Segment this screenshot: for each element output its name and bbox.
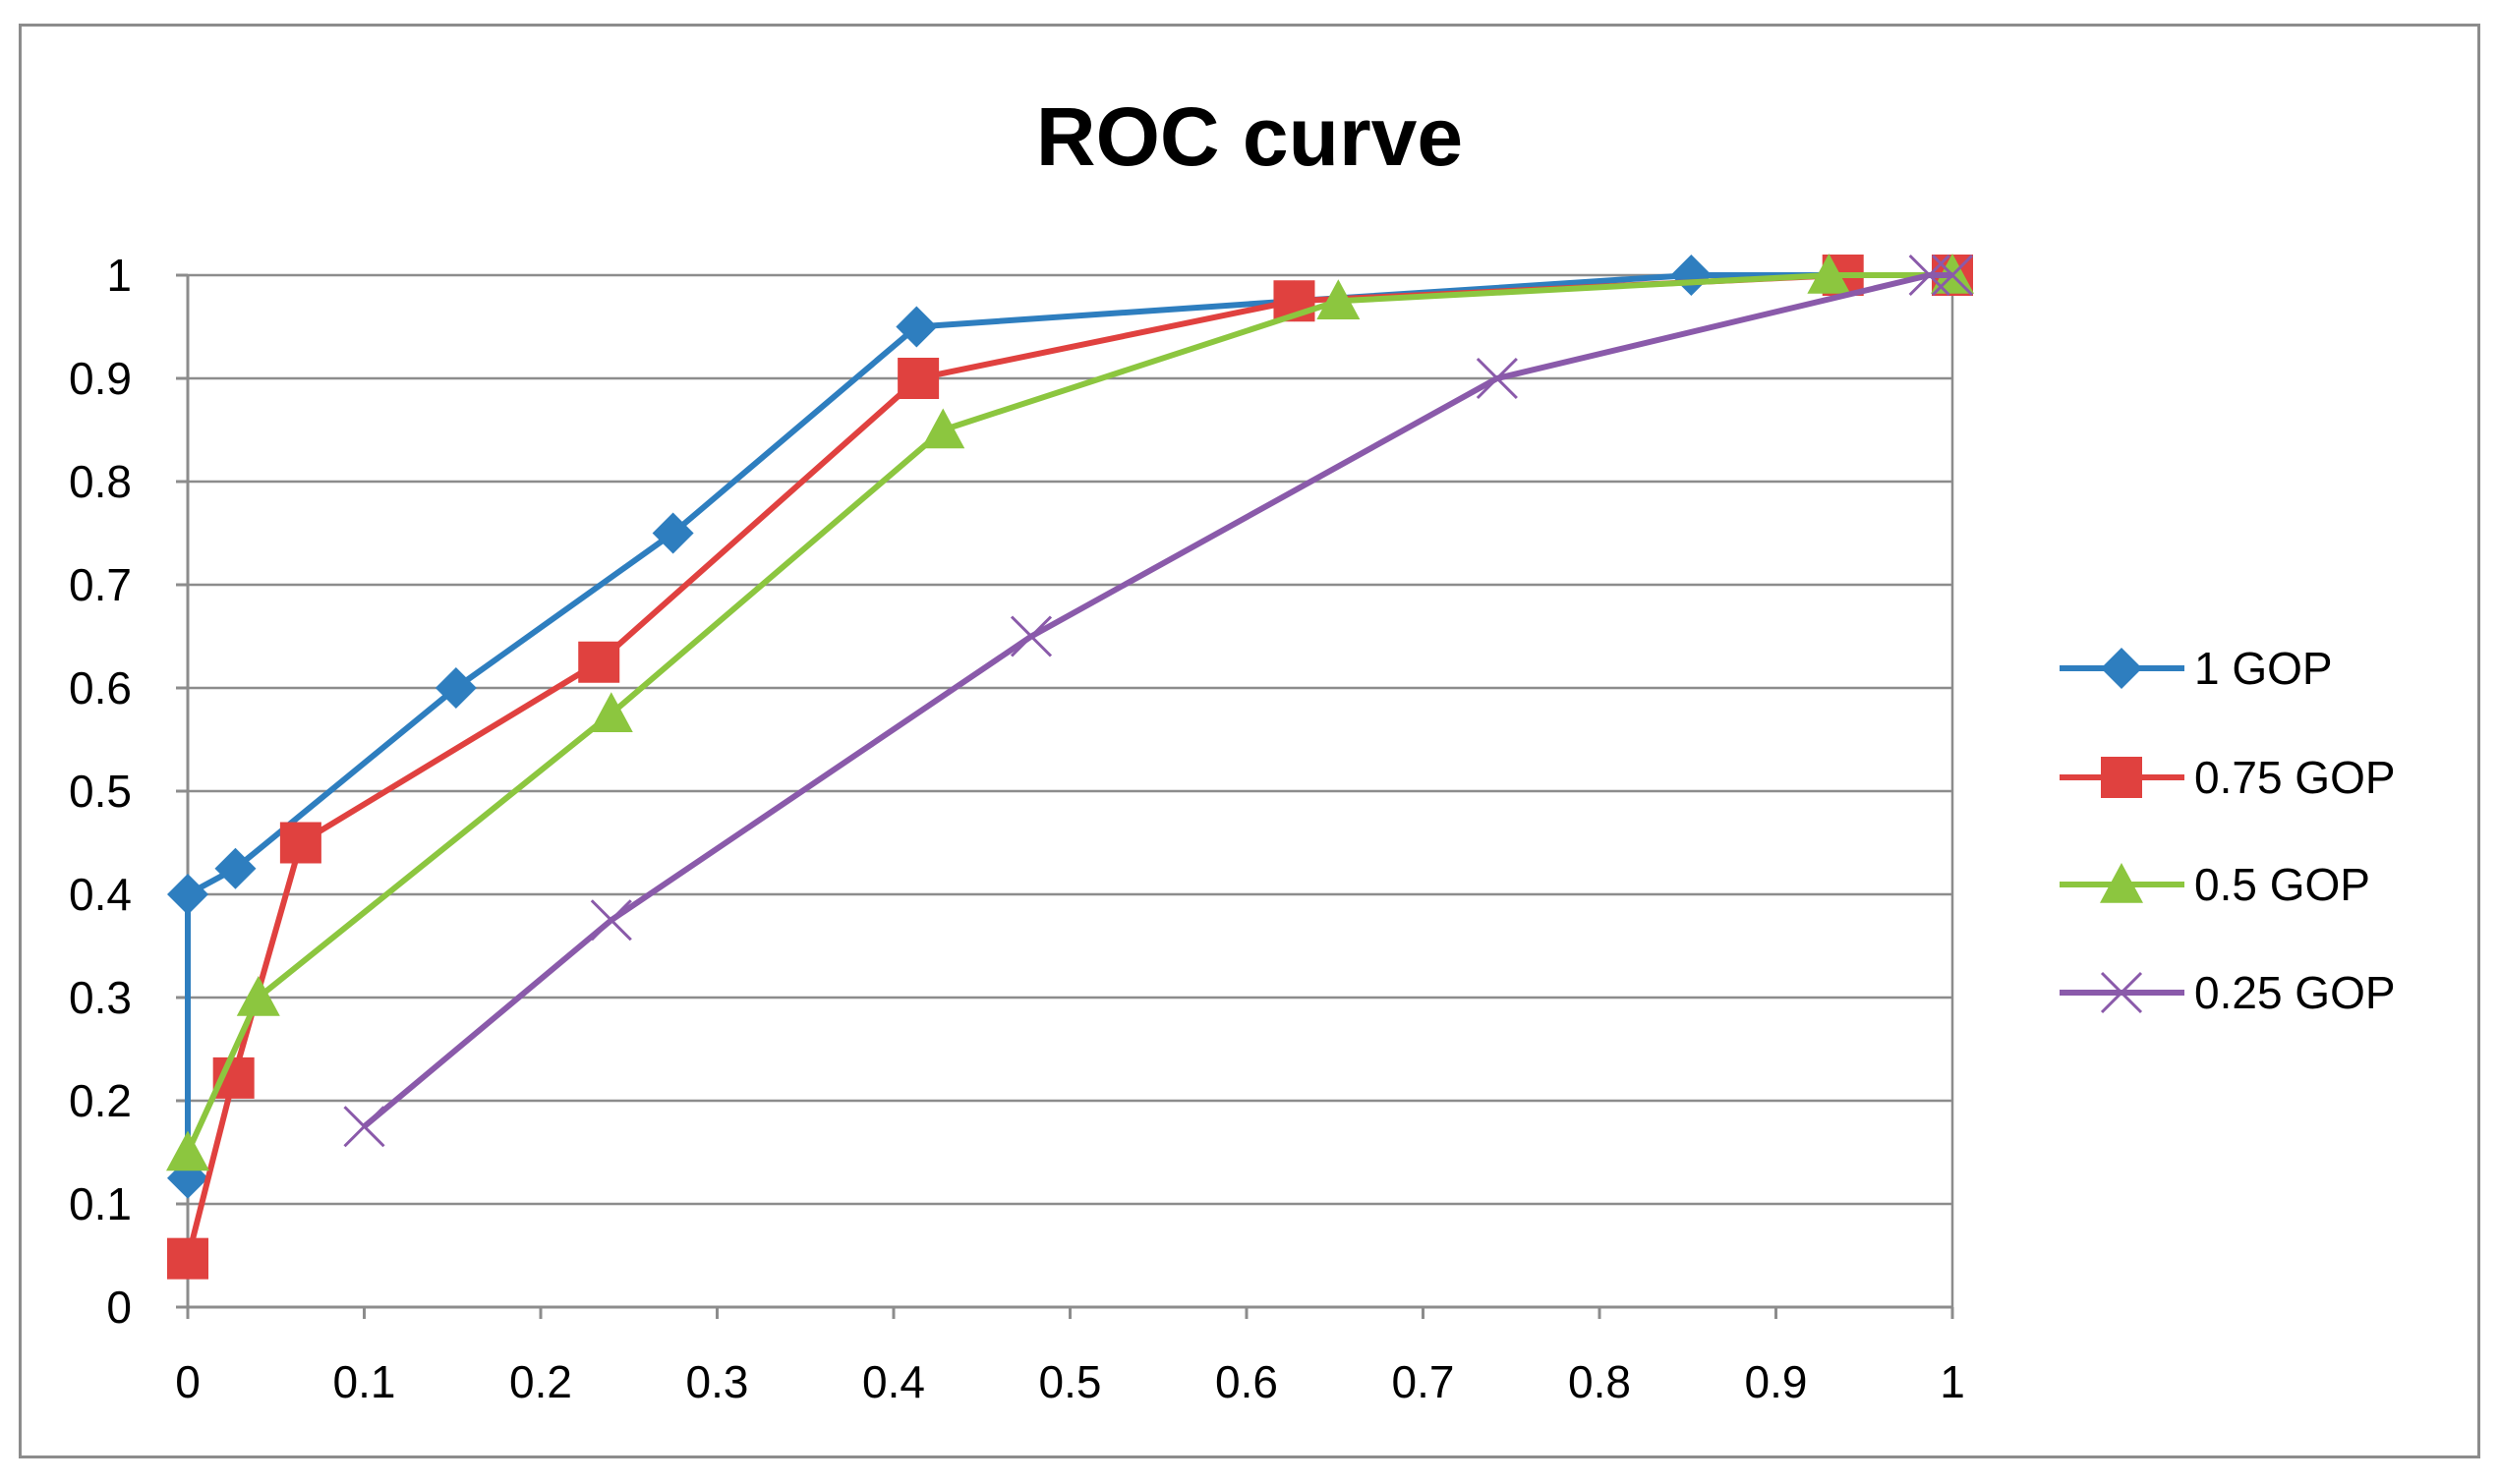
legend-label-1-gop: 1 GOP xyxy=(2194,643,2333,694)
point-0-25-gop-2 xyxy=(1010,615,1053,657)
y-tick-label-6: 0.6 xyxy=(69,662,132,713)
point-1-gop-5 xyxy=(896,306,938,348)
legend-item-0-25-gop: 0.25 GOP xyxy=(2060,967,2396,1018)
point-0-75-gop-4 xyxy=(898,358,940,399)
grid-lines xyxy=(188,273,1952,1206)
y-tick-labels: 0 0.1 0.2 0.3 0.4 0.5 0.6 0.7 0.8 0.9 1 xyxy=(69,250,132,1333)
legend-item-0-75-gop: 0.75 GOP xyxy=(2060,752,2396,803)
x-tick-label-5: 0.5 xyxy=(1039,1356,1102,1407)
legend-marker-0-25-gop xyxy=(2100,971,2143,1014)
point-0-75-gop-0 xyxy=(167,1237,208,1280)
series-1-gop xyxy=(167,255,1973,1199)
point-1-gop-7 xyxy=(1670,255,1713,296)
series-line-0-25-gop xyxy=(362,272,1952,1129)
series-0-25-gop xyxy=(343,254,1974,1148)
point-0-25-gop-1-b xyxy=(590,899,632,942)
y-tick-label-8: 0.8 xyxy=(69,456,132,507)
legend-marker-0-5-gop xyxy=(2100,863,2143,903)
y-tick-label-9: 0.9 xyxy=(69,353,132,404)
series-0-5-gop xyxy=(166,254,1974,1171)
y-tick-label-5: 0.5 xyxy=(69,766,132,817)
chart-title: ROC curve xyxy=(1036,90,1463,183)
y-tick-label-3: 0.3 xyxy=(69,972,132,1023)
legend-marker-0-75-gop xyxy=(2101,757,2142,798)
legend: 1 GOP 0.75 GOP 0.5 GOP 0.25 GOP xyxy=(2060,643,2396,1018)
point-0-25-gop-3 xyxy=(1476,357,1518,400)
y-tick-label-0: 0 xyxy=(106,1282,132,1333)
chart-frame xyxy=(19,24,2480,1458)
legend-marker-0-25-gop-b xyxy=(2100,971,2143,1014)
x-tick-label-8: 0.8 xyxy=(1568,1356,1631,1407)
legend-item-1-gop: 1 GOP xyxy=(2060,643,2333,694)
point-0-25-gop-2-b xyxy=(1010,615,1053,657)
point-0-5-gop-0 xyxy=(166,1130,209,1171)
point-0-25-gop-5 xyxy=(1931,254,1974,297)
axes xyxy=(176,273,1954,1319)
series-0-75-gop xyxy=(167,255,1973,1280)
legend-label-0-5-gop: 0.5 GOP xyxy=(2194,859,2370,910)
x-tick-label-0: 0 xyxy=(175,1356,201,1407)
point-0-25-gop-4-b xyxy=(1908,254,1950,297)
legend-label-0-25-gop: 0.25 GOP xyxy=(2194,967,2396,1018)
x-tick-label-9: 0.9 xyxy=(1745,1356,1808,1407)
x-tick-label-7: 0.7 xyxy=(1392,1356,1455,1407)
point-0-25-gop-5-b xyxy=(1931,254,1974,297)
legend-label-0-75-gop: 0.75 GOP xyxy=(2194,752,2396,803)
x-tick-label-3: 0.3 xyxy=(686,1356,749,1407)
point-1-gop-1 xyxy=(167,874,208,915)
point-0-25-gop-3-b xyxy=(1476,357,1518,400)
x-tick-labels: 0 0.1 0.2 0.3 0.4 0.5 0.6 0.7 0.8 0.9 1 xyxy=(175,1356,1965,1407)
point-1-gop-4 xyxy=(652,512,694,554)
point-1-gop-3 xyxy=(435,667,477,709)
point-0-5-gop-5 xyxy=(1807,254,1851,294)
series-line-0-75-gop xyxy=(185,272,1952,1260)
x-tick-label-4: 0.4 xyxy=(862,1356,925,1407)
x-tick-label-2: 0.2 xyxy=(509,1356,572,1407)
point-0-75-gop-2 xyxy=(279,822,321,864)
point-1-gop-2 xyxy=(214,847,257,889)
legend-marker-1-gop xyxy=(2101,648,2142,689)
point-0-75-gop-3 xyxy=(578,641,620,683)
x-tick-label-6: 0.6 xyxy=(1215,1356,1278,1407)
plot-series xyxy=(166,254,1974,1280)
x-tick-label-10: 1 xyxy=(1940,1356,1965,1407)
y-tick-label-7: 0.7 xyxy=(69,559,132,610)
point-0-5-gop-1 xyxy=(236,976,280,1016)
x-tick-label-1: 0.1 xyxy=(333,1356,396,1407)
y-tick-label-2: 0.2 xyxy=(69,1075,132,1126)
point-0-25-gop-4 xyxy=(1908,254,1950,297)
point-0-25-gop-0-b xyxy=(343,1106,385,1148)
point-0-5-gop-4 xyxy=(1316,279,1361,319)
legend-item-0-5-gop: 0.5 GOP xyxy=(2060,859,2370,910)
y-tick-label-4: 0.4 xyxy=(69,869,132,920)
series-line-0-5-gop xyxy=(185,272,1952,1154)
series-line-1-gop xyxy=(185,272,1952,1178)
point-0-25-gop-1 xyxy=(590,899,632,942)
point-0-5-gop-3 xyxy=(921,408,965,449)
y-tick-label-1: 0.1 xyxy=(69,1178,132,1229)
y-tick-label-10: 1 xyxy=(106,250,132,301)
point-0-5-gop-2 xyxy=(589,692,633,732)
point-0-25-gop-0 xyxy=(343,1106,385,1148)
